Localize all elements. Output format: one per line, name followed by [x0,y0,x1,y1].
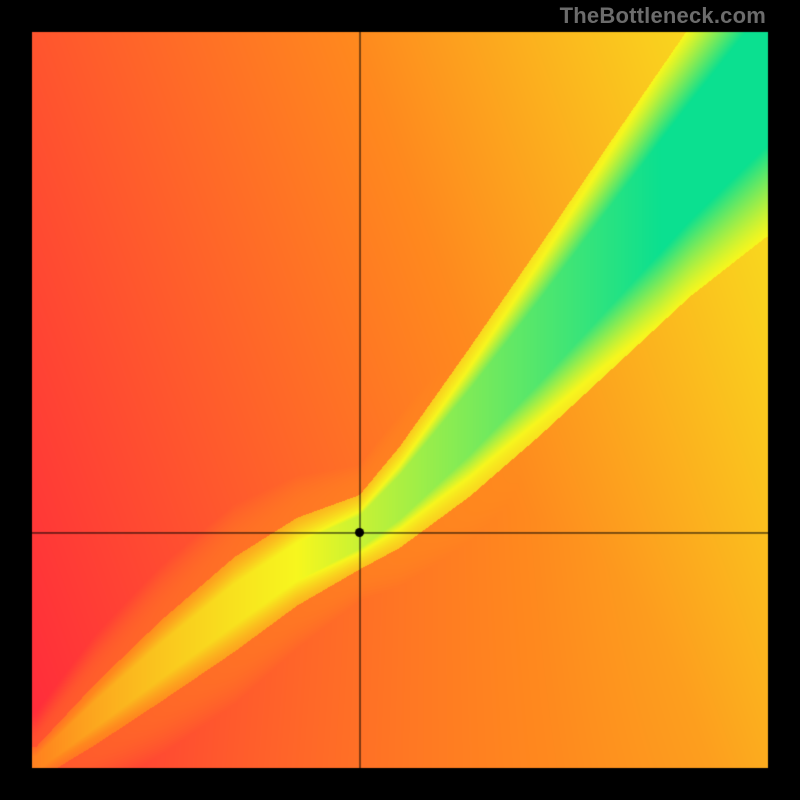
watermark-text: TheBottleneck.com [560,3,766,29]
chart-container: { "figure": { "type": "heatmap", "canvas… [0,0,800,800]
bottleneck-heatmap [0,0,800,800]
